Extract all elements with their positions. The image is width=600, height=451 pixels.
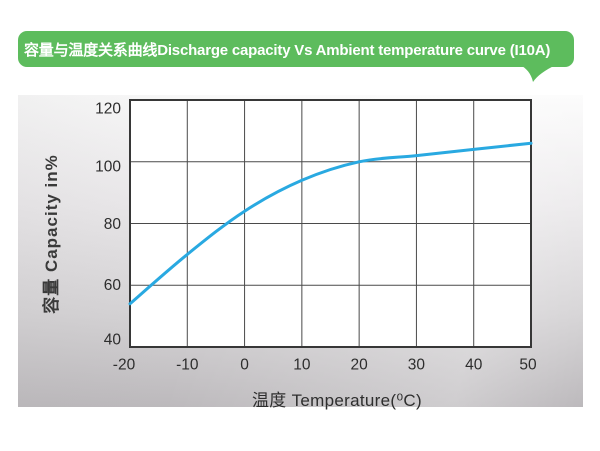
y-tick-label: 80 [104, 216, 122, 233]
x-tick-label: 10 [293, 357, 311, 374]
x-tick-label: 30 [408, 357, 426, 374]
chart-card: 40 60 80 100 120 -20 -10 0 10 20 30 40 50 容量 Capacit… [18, 95, 583, 410]
y-tick-label: 120 [95, 101, 121, 118]
x-axis-title: 温度 Temperature(⁰C) [252, 391, 422, 410]
title-banner: 容量与温度关系曲线Discharge capacity Vs Ambient t… [18, 31, 574, 67]
x-tick-label: 50 [519, 357, 537, 374]
x-tick-label: 0 [240, 357, 249, 374]
x-tick-label: 20 [351, 357, 369, 374]
x-tick-label: -10 [176, 357, 199, 374]
y-tick-label: 100 [95, 158, 121, 175]
capacity-temperature-chart: 40 60 80 100 120 -20 -10 0 10 20 30 40 50 [95, 99, 537, 374]
banner-title: 容量与温度关系曲线Discharge capacity Vs Ambient t… [24, 41, 551, 59]
plot-border [129, 99, 532, 348]
capacity-curve [128, 141, 533, 306]
banner-tail-icon [520, 65, 556, 82]
y-tick-label: 40 [104, 332, 122, 349]
y-axis-title: 容量 Capacity in% [42, 154, 61, 314]
y-tick-label: 60 [104, 277, 122, 294]
x-tick-label: 40 [465, 357, 483, 374]
x-tick-label: -20 [113, 357, 136, 374]
